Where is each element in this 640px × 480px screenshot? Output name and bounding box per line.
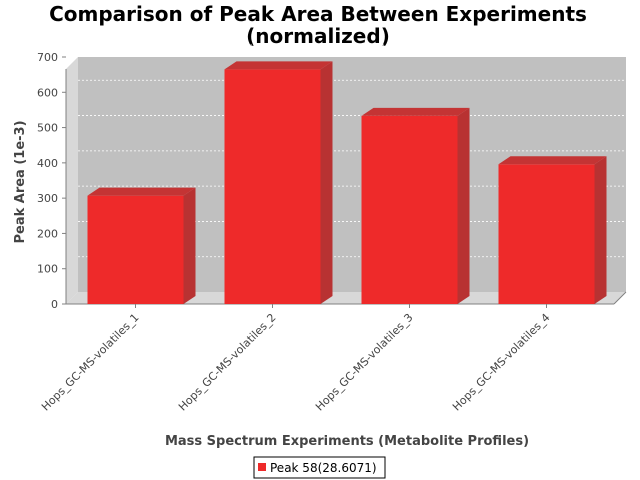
legend-box: [253, 456, 386, 479]
plot-left-wall: [66, 57, 78, 304]
bar-group: [361, 107, 470, 304]
bar-side: [183, 187, 196, 304]
x-tick-label: Hops_GC-MS-volatiles_2: [176, 311, 279, 414]
bar: [224, 69, 321, 304]
x-tick-label: Hops_GC-MS-volatiles_1: [39, 311, 142, 414]
y-tick-label: 700: [37, 51, 58, 64]
chart-title: Comparison of Peak Area Between Experime…: [49, 2, 587, 26]
y-tick-label: 100: [37, 263, 58, 276]
bar-top: [87, 187, 196, 196]
y-axis: 0 100 200 300 400 500 600 700: [37, 51, 66, 311]
bar: [361, 115, 458, 304]
floor-edge: [613, 291, 627, 305]
y-tick-label: 300: [37, 192, 58, 205]
bar-top: [498, 156, 607, 165]
bar-group: [498, 156, 607, 304]
bar-top: [224, 61, 333, 70]
legend-label: Peak 58(28.6071): [270, 461, 377, 475]
legend: Peak 58(28.6071): [253, 456, 386, 479]
y-tick-label: 500: [37, 122, 58, 135]
y-tick-label: 400: [37, 157, 58, 170]
plot-floor: [66, 292, 626, 304]
bar-side: [320, 61, 333, 304]
bar-group: [224, 61, 333, 304]
bar: [87, 195, 184, 304]
y-tick-label: 600: [37, 86, 58, 99]
bar: [498, 164, 595, 304]
bar-group: [87, 187, 196, 304]
x-tick-label: Hops_GC-MS-volatiles_4: [450, 311, 553, 414]
y-tick-label: 0: [51, 298, 58, 311]
y-tick-label: 200: [37, 227, 58, 240]
bar-series: [87, 61, 607, 304]
x-axis: Hops_GC-MS-volatiles_1 Hops_GC-MS-volatil…: [39, 304, 553, 413]
y-axis-label: Peak Area (1e-3): [13, 120, 28, 243]
x-axis-label: Mass Spectrum Experiments (Metabolite Pr…: [165, 434, 529, 449]
bar-side: [457, 107, 470, 304]
legend-swatch: [258, 463, 266, 471]
bar-side: [594, 156, 607, 304]
x-tick-label: Hops_GC-MS-volatiles_3: [313, 311, 416, 414]
bar-top: [361, 107, 470, 116]
chart-subtitle: (normalized): [246, 24, 390, 48]
